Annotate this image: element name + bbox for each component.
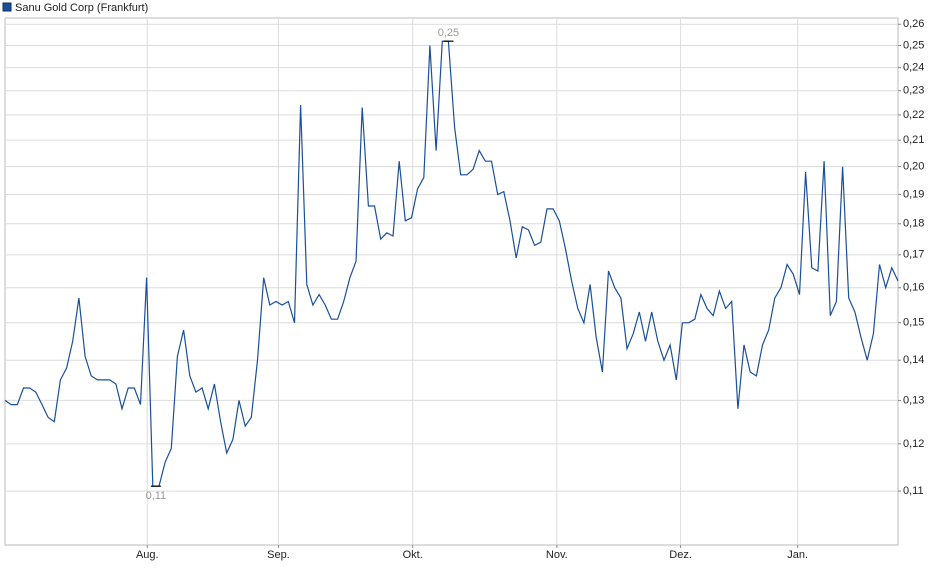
- y-tick-label: 0,18: [903, 218, 924, 230]
- y-tick-label: 0,14: [903, 354, 924, 366]
- legend-swatch: [2, 2, 12, 12]
- y-tick-label: 0,23: [903, 85, 924, 97]
- x-tick-label: Aug.: [136, 549, 159, 561]
- y-tick-label: 0,24: [903, 62, 924, 74]
- y-tick-label: 0,13: [903, 394, 924, 406]
- y-tick-label: 0,25: [903, 39, 924, 51]
- y-tick-label: 0,17: [903, 249, 924, 261]
- y-tick-label: 0,16: [903, 282, 924, 294]
- y-tick-label: 0,11: [903, 485, 924, 497]
- extreme-label: 0,11: [146, 490, 167, 502]
- x-tick-label: Okt.: [403, 549, 423, 561]
- plot-area: [4, 17, 899, 546]
- y-tick-label: 0,20: [903, 161, 924, 173]
- y-tick-label: 0,12: [903, 438, 924, 450]
- y-tick-label: 0,21: [903, 134, 924, 146]
- x-tick-label: Dez.: [669, 549, 692, 561]
- x-tick-label: Nov.: [546, 549, 568, 561]
- y-tick-label: 0,19: [903, 188, 924, 200]
- legend-label: Sanu Gold Corp (Frankfurt): [15, 2, 148, 14]
- y-tick-label: 0,15: [903, 317, 924, 329]
- x-tick-label: Sep.: [267, 549, 290, 561]
- y-tick-label: 0,26: [903, 18, 924, 30]
- x-tick-label: Jan.: [787, 549, 808, 561]
- extreme-label: 0,25: [438, 27, 459, 39]
- y-tick-label: 0,22: [903, 109, 924, 121]
